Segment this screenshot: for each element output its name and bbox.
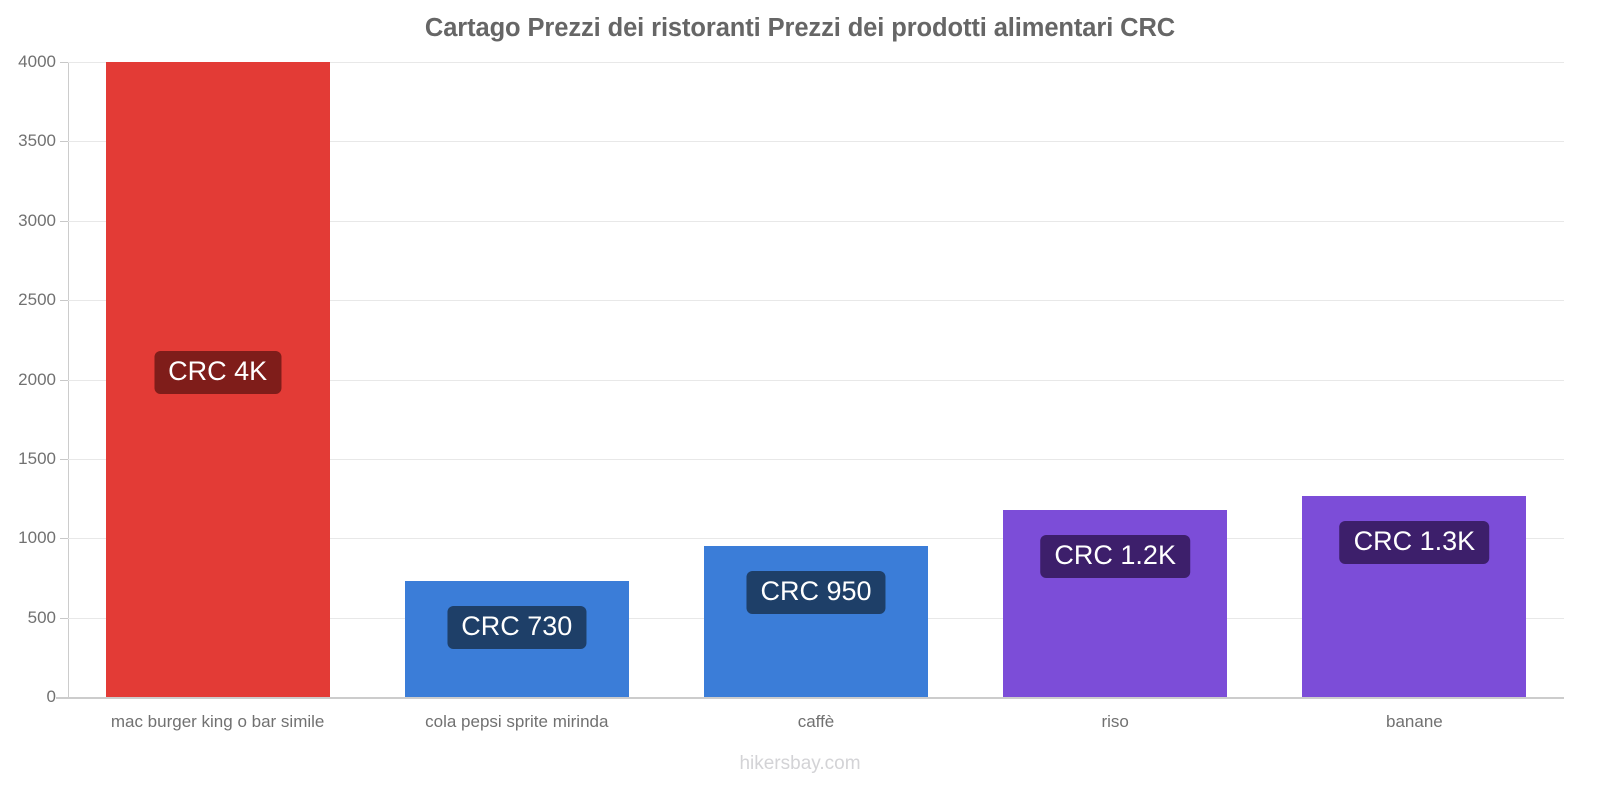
- y-axis-tick-mark: [60, 458, 68, 460]
- bar-value-label: CRC 1.2K: [1040, 534, 1190, 578]
- x-axis-category-label: riso: [1101, 712, 1129, 731]
- x-axis-category-label: banane: [1386, 712, 1443, 731]
- y-axis-tick-label: 1500: [18, 448, 56, 468]
- gridline: [68, 220, 1564, 222]
- x-axis-category-label: mac burger king o bar simile: [110, 712, 325, 731]
- bar[interactable]: CRC 1.3K: [1302, 496, 1527, 697]
- bar[interactable]: CRC 1.2K: [1003, 509, 1228, 697]
- y-axis-tick-mark: [60, 62, 68, 63]
- gridline: [68, 379, 1564, 381]
- y-axis-tick-label: 3000: [18, 210, 56, 230]
- y-axis-tick-label: 1000: [18, 528, 56, 548]
- bar-value-label: CRC 4K: [154, 350, 282, 394]
- y-axis-tick-mark: [60, 141, 68, 143]
- bar-value-label: CRC 1.3K: [1339, 521, 1490, 565]
- y-axis-tick-mark: [60, 379, 68, 381]
- bar[interactable]: CRC 950: [704, 546, 928, 697]
- y-axis-tick-mark: [60, 300, 68, 302]
- y-axis-tick-mark: [60, 538, 68, 540]
- bar-value-label: CRC 730: [447, 606, 587, 650]
- x-axis-category-label: caffè: [797, 712, 835, 731]
- x-axis-category-label: cola pepsi sprite mirinda: [425, 712, 609, 731]
- bar[interactable]: CRC 4K: [105, 62, 330, 697]
- y-axis-tick-label: 0: [46, 687, 56, 706]
- gridline: [68, 458, 1564, 460]
- y-axis-tick-label: 500: [27, 607, 56, 627]
- y-axis-tick-label: 2000: [18, 369, 56, 389]
- x-axis-line: [56, 697, 1564, 699]
- bar-value-label: CRC 950: [746, 571, 886, 615]
- gridline: [68, 62, 1564, 63]
- y-axis-tick-mark: [60, 617, 68, 619]
- bar[interactable]: CRC 730: [404, 581, 629, 697]
- y-axis-tick-mark: [60, 220, 68, 222]
- chart-title: Cartago Prezzi dei ristoranti Prezzi dei…: [424, 14, 1176, 42]
- y-axis-tick-label: 3500: [18, 131, 56, 151]
- gridline: [68, 300, 1564, 302]
- footer-watermark: hikersbay.com: [739, 753, 861, 774]
- gridline: [68, 141, 1564, 143]
- plot-area: CRC 4K CRC 730 CRC 950 CRC 1.2K CRC 1.3K: [68, 62, 1564, 698]
- y-axis-tick-label: 2500: [18, 290, 56, 310]
- gridline: [68, 538, 1564, 540]
- y-axis-tick-label: 4000: [18, 52, 56, 71]
